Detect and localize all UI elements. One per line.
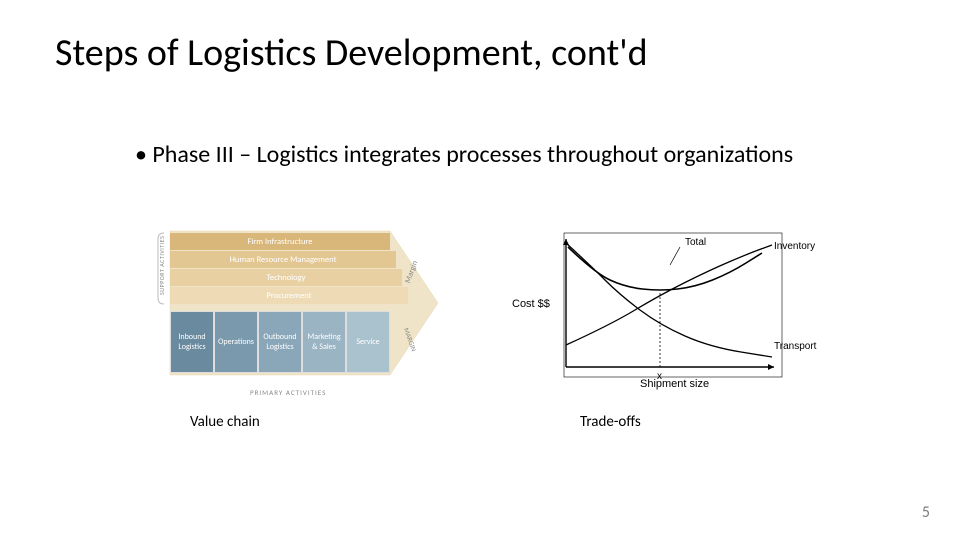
inventory-curve [566,245,772,345]
tradeoffs-figure: xShipment sizeCost $$TotalInventoryTrans… [510,225,810,431]
tradeoffs-svg: xShipment sizeCost $$TotalInventoryTrans… [510,225,830,393]
transport-label: Transport [774,341,817,352]
primary-cell-4: Service [346,311,390,373]
support-row-1: Human Resource Management [170,251,396,268]
support-row-3: Procurement [170,287,408,304]
support-activities-label: SUPPORT ACTIVITIES [158,236,166,295]
total-label: Total [685,237,706,248]
support-row-2: Technology [170,269,402,286]
value-chain-caption: Value chain [190,413,260,431]
bullet-phase-iii: Phase III – Logistics integrates process… [135,140,835,170]
x-axis-label: Shipment size [640,378,709,390]
inventory-label: Inventory [774,241,815,252]
primary-cell-1: Operations [214,311,258,373]
support-row-0: Firm Infrastructure [170,233,390,250]
transport-curve [566,243,772,357]
figures-row: Firm InfrastructureHuman Resource Manage… [150,225,830,431]
primary-cell-2: Outbound Logistics [258,311,302,373]
tradeoffs-chart: xShipment sizeCost $$TotalInventoryTrans… [510,225,810,395]
page-number: 5 [922,503,930,522]
primary-cell-0: Inbound Logistics [170,311,214,373]
y-axis-label: Cost $$ [512,298,550,310]
primary-cell-3: Marketing & Sales [302,311,346,373]
value-chain-figure: Firm InfrastructureHuman Resource Manage… [150,225,440,431]
slide-title: Steps of Logistics Development, cont'd [55,30,648,76]
value-chain-diagram: Firm InfrastructureHuman Resource Manage… [150,225,440,395]
primary-activities-label: PRIMARY ACTIVITIES [250,388,326,397]
tradeoffs-caption: Trade-offs [580,413,641,431]
total-curve [568,247,762,290]
slide: Steps of Logistics Development, cont'd P… [0,0,960,540]
